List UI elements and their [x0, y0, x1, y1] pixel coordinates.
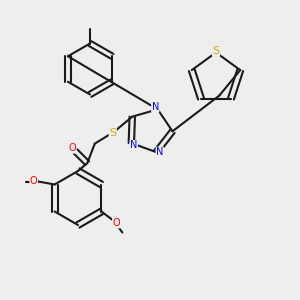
- Text: N: N: [156, 147, 164, 157]
- Text: S: S: [109, 128, 116, 138]
- Text: O: O: [112, 218, 120, 228]
- Text: O: O: [30, 176, 38, 187]
- Text: S: S: [212, 46, 220, 56]
- Text: N: N: [130, 140, 137, 151]
- Text: N: N: [152, 102, 159, 112]
- Text: O: O: [68, 143, 76, 153]
